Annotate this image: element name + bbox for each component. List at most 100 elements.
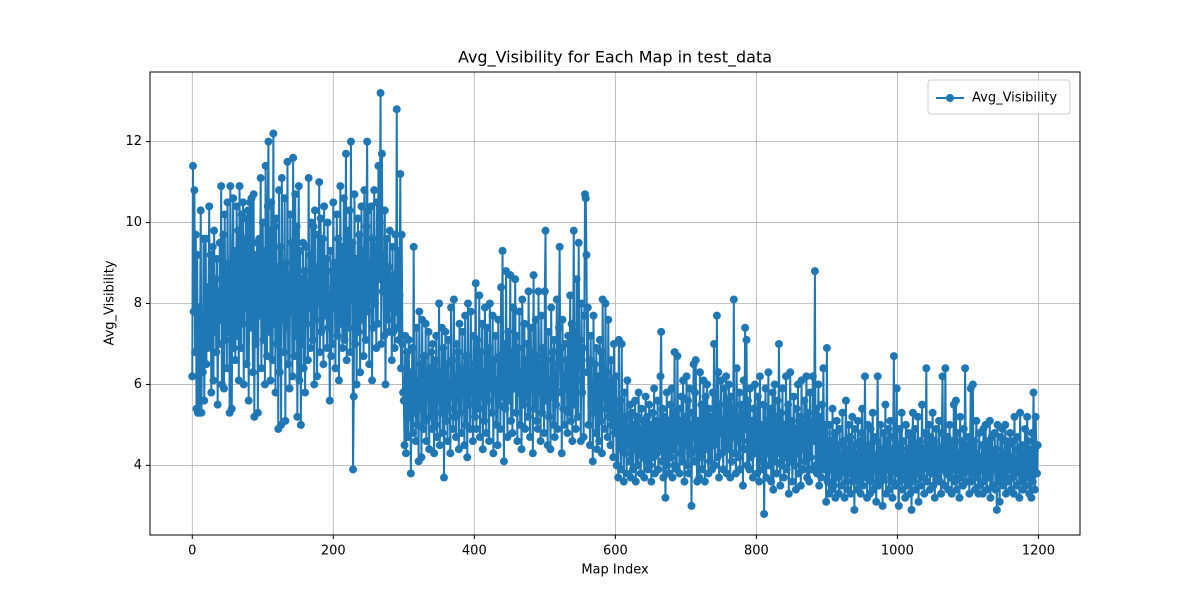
data-point [521,424,530,433]
data-point [240,234,249,243]
data-point [530,404,539,413]
data-point [483,323,492,332]
data-point [741,424,750,433]
data-point [607,420,616,429]
data-point [813,433,822,442]
data-point [294,283,303,292]
data-point [590,408,599,417]
data-point [715,473,724,482]
data-point [815,412,824,421]
data-point [992,445,1001,454]
data-point [545,376,554,385]
data-point [255,311,264,320]
data-point [982,485,991,494]
data-point [514,344,523,353]
data-point [188,161,197,170]
data-point [327,267,336,276]
data-point [953,429,962,438]
data-point [736,400,745,409]
data-point [760,509,769,518]
data-point [310,380,319,389]
data-point [890,461,899,470]
data-point [777,408,786,417]
data-point [584,420,593,429]
data-point [580,311,589,320]
data-point [472,424,481,433]
data-point [407,400,416,409]
data-point [416,404,425,413]
data-point [287,238,296,247]
data-point [641,392,650,401]
data-point [303,356,312,365]
y-tick-label: 4 [134,458,142,473]
data-point [760,437,769,446]
y-tick-label: 6 [134,377,142,392]
data-point [229,344,238,353]
data-point [1030,485,1039,494]
data-point [293,412,302,421]
data-point [591,429,600,438]
data-point [640,473,649,482]
data-point [536,437,545,446]
data-point [493,441,502,450]
data-point [326,246,335,255]
data-point [675,469,684,478]
data-point [413,420,422,429]
data-point [243,303,252,312]
data-point [692,445,701,454]
data-point [964,433,973,442]
data-point [396,364,405,373]
data-point [239,380,248,389]
data-point [267,299,276,308]
data-point [767,477,776,486]
data-point [230,246,239,255]
data-point [1021,424,1030,433]
data-point [886,416,895,425]
data-point [938,372,947,381]
data-point [688,408,697,417]
data-point [925,420,934,429]
data-point [420,352,429,361]
data-point [347,295,356,304]
data-point [540,429,549,438]
data-point [268,356,277,365]
data-point [696,453,705,462]
data-point [259,335,268,344]
data-point [363,307,372,316]
data-point [219,230,228,239]
data-point [264,137,273,146]
data-point [475,433,484,442]
data-point [373,198,382,207]
data-point [366,279,375,288]
data-point [451,372,460,381]
data-point [895,424,904,433]
data-point [612,372,621,381]
data-point [767,424,776,433]
data-point [739,376,748,385]
data-point [220,384,228,393]
data-point [508,429,517,438]
data-point [742,335,751,344]
data-point [667,384,676,393]
data-point [270,319,279,328]
data-point [376,89,385,98]
data-point [325,291,334,300]
x-tick-label: 400 [462,544,487,559]
data-point [1030,457,1039,466]
data-point [331,364,340,373]
data-point [432,331,441,340]
data-point [286,307,295,316]
data-point [733,437,742,446]
data-point [248,267,257,276]
data-point [624,441,633,450]
data-point [1013,433,1022,442]
data-point [301,242,310,251]
data-point [892,384,901,393]
data-point [435,441,444,450]
data-point [844,420,853,429]
data-point [358,246,367,255]
data-point [602,404,611,413]
data-point [329,198,338,207]
data-point [944,453,953,462]
data-point [753,469,762,478]
